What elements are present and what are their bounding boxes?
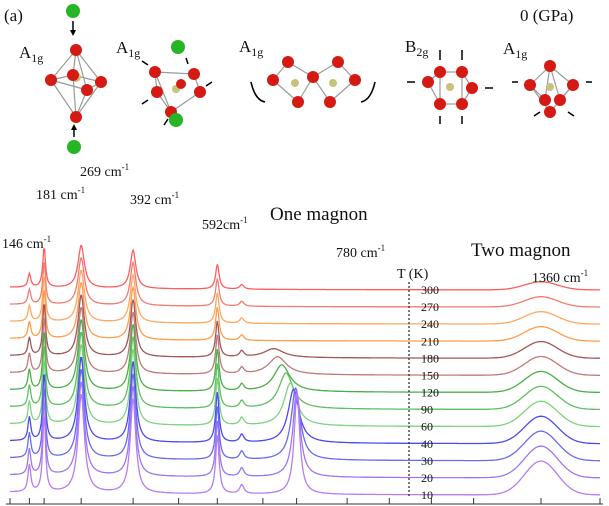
two-magnon-label: Two magnon bbox=[471, 240, 571, 261]
spectra-series-group bbox=[9, 245, 601, 496]
spectrum-180K bbox=[10, 294, 600, 359]
temperature-label-40: 40 bbox=[421, 437, 433, 451]
temperature-label-270: 270 bbox=[421, 300, 439, 314]
mode-5-octahedron bbox=[512, 60, 592, 118]
temperature-label-30: 30 bbox=[421, 454, 433, 468]
peak-label-780: 780 cm-1 bbox=[336, 243, 385, 261]
spectrum-90K bbox=[9, 331, 600, 411]
vibration-mode-diagrams bbox=[45, 4, 592, 154]
temperature-label-300: 300 bbox=[421, 283, 439, 297]
panel-label: (a) bbox=[4, 6, 23, 25]
mode-label-3: A1g bbox=[239, 37, 263, 59]
temperature-label-210: 210 bbox=[421, 334, 439, 348]
temperature-label-20: 20 bbox=[421, 471, 433, 485]
spectrum-300K bbox=[10, 245, 600, 291]
mode-2-octahedron bbox=[141, 40, 213, 127]
mode-3-edge-shared bbox=[250, 56, 376, 108]
spectrum-20K bbox=[10, 381, 601, 479]
temperature-label-90: 90 bbox=[421, 403, 433, 417]
temperature-label-60: 60 bbox=[421, 420, 433, 434]
mode-label-2: A1g bbox=[116, 38, 140, 60]
x-tick-group bbox=[9, 498, 601, 504]
temperature-label-240: 240 bbox=[421, 317, 439, 331]
temperature-label-150: 150 bbox=[421, 368, 439, 382]
temperature-labels: 300 270 240 210 180 150 120 90 60 40 30 20 10 bbox=[421, 283, 439, 502]
peak-label-1360: 1360 cm-1 bbox=[532, 268, 588, 286]
pressure-label: 0 (GPa) bbox=[520, 6, 573, 25]
mode-label-1: A1g bbox=[19, 43, 43, 65]
spectrum-40K bbox=[10, 356, 600, 445]
peak-label-592: 592cm-1 bbox=[202, 215, 248, 233]
peak-label-269: 269 cm-1 bbox=[80, 162, 129, 180]
temperature-axis-label: T (K) bbox=[397, 267, 429, 282]
peak-label-392: 392 cm-1 bbox=[130, 190, 179, 208]
peak-labels: 146 cm-1 181 cm-1 269 cm-1 392 cm-1 592c… bbox=[2, 162, 588, 286]
one-magnon-label: One magnon bbox=[270, 204, 368, 225]
temperature-label-10: 10 bbox=[421, 488, 433, 502]
spectrum-150K bbox=[10, 307, 600, 376]
spectrum-270K bbox=[10, 257, 600, 308]
spectrum-30K bbox=[10, 369, 600, 462]
temperature-label-180: 180 bbox=[421, 351, 439, 365]
mode-1-octahedron bbox=[45, 4, 107, 154]
spectrum-120K bbox=[10, 319, 601, 394]
mode-labels: A1g A1g A1g B2g A1g bbox=[19, 37, 527, 65]
spectrum-60K bbox=[10, 344, 600, 428]
mode-label-5: A1g bbox=[503, 39, 527, 61]
mode-label-4: B2g bbox=[405, 37, 428, 59]
spectrum-210K bbox=[10, 282, 600, 342]
spectrum-240K bbox=[10, 269, 600, 325]
spectrum-10K bbox=[10, 394, 600, 496]
temperature-label-120: 120 bbox=[421, 386, 439, 400]
peak-label-146: 146 cm-1 bbox=[2, 234, 51, 252]
mode-4-octahedron bbox=[407, 50, 493, 124]
peak-label-181: 181 cm-1 bbox=[36, 185, 85, 203]
